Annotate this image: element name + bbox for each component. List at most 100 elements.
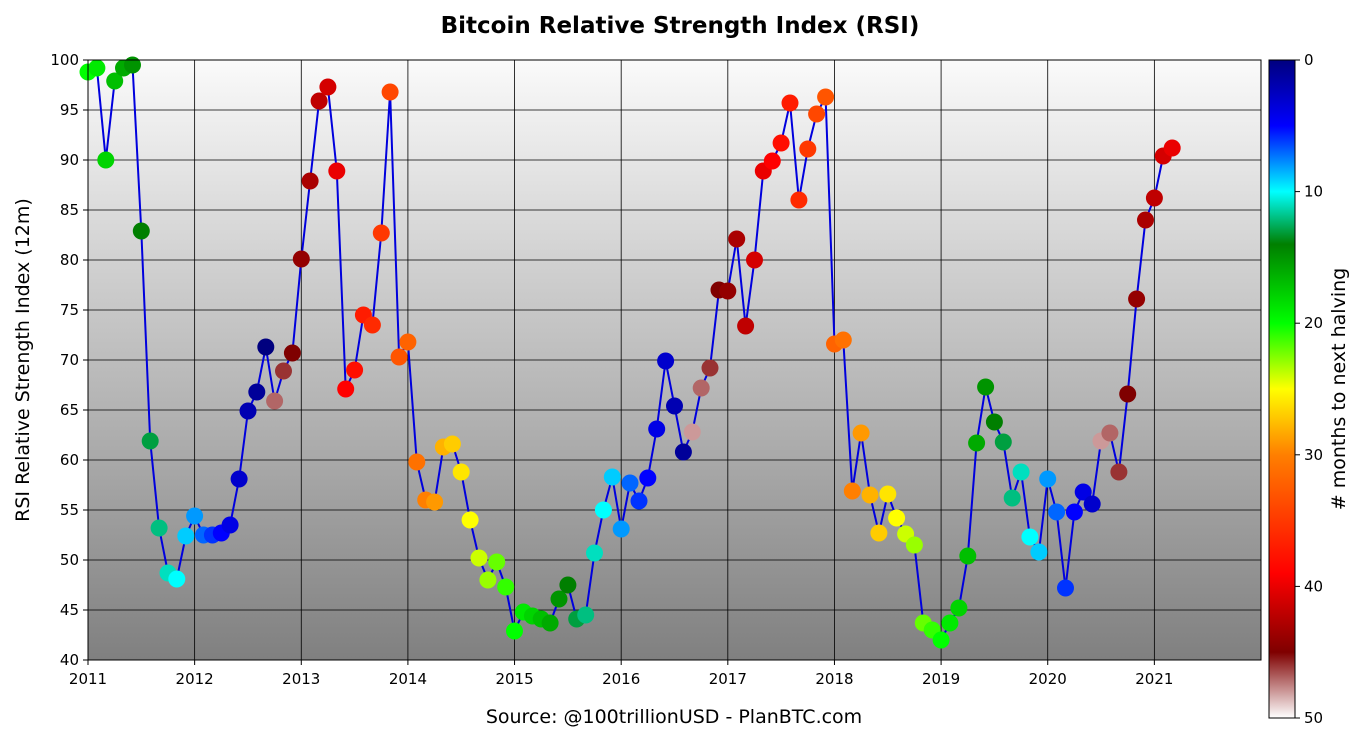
- data-point: [346, 361, 364, 379]
- data-point: [1065, 503, 1083, 521]
- x-tick-label: 2013: [282, 670, 320, 688]
- colorbar-tick-label: 0: [1304, 51, 1314, 69]
- data-point: [97, 151, 115, 169]
- y-tick-label: 55: [60, 501, 79, 519]
- data-point: [124, 56, 141, 74]
- data-point: [746, 251, 763, 269]
- data-point: [275, 362, 292, 380]
- data-point: [257, 338, 275, 356]
- data-point: [666, 397, 683, 415]
- y-tick-label: 100: [50, 51, 79, 69]
- data-point: [372, 224, 390, 242]
- data-point: [959, 547, 977, 565]
- data-point: [1083, 495, 1101, 513]
- y-tick-label: 70: [60, 351, 79, 369]
- data-point: [1101, 424, 1119, 442]
- data-point: [621, 474, 639, 492]
- x-tick-label: 2017: [709, 670, 747, 688]
- data-point: [470, 549, 488, 567]
- data-point: [328, 162, 346, 180]
- data-point: [612, 520, 630, 538]
- data-point: [88, 59, 106, 77]
- data-point: [586, 544, 603, 562]
- x-tick-label: 2014: [389, 670, 427, 688]
- grid-lines: [87, 59, 1261, 661]
- data-point: [1119, 385, 1137, 403]
- data-point: [1030, 543, 1048, 561]
- data-point: [728, 230, 746, 248]
- y-tick-label: 90: [60, 151, 79, 169]
- data-point: [390, 348, 408, 366]
- data-point: [808, 105, 826, 123]
- y-tick-label: 75: [60, 301, 79, 319]
- y-tick-label: 45: [60, 601, 79, 619]
- data-point: [443, 435, 461, 453]
- data-point: [799, 140, 817, 158]
- y-tick-label: 80: [60, 251, 79, 269]
- x-tick-label: 2015: [495, 670, 533, 688]
- data-point: [674, 443, 692, 461]
- data-point: [985, 413, 1003, 431]
- data-point: [639, 469, 657, 487]
- x-tick-label: 2019: [922, 670, 960, 688]
- x-tick-label: 2021: [1135, 670, 1173, 688]
- y-axis-ticks: 40 45 50 55 60 65 70 75 80 85 90 95 100: [50, 51, 88, 669]
- data-point: [879, 485, 897, 503]
- colorbar-tick-label: 30: [1304, 446, 1323, 464]
- data-point: [266, 392, 284, 410]
- data-point: [683, 423, 701, 441]
- colorbar-label: # months to next halving: [1328, 268, 1350, 510]
- data-point: [452, 463, 470, 481]
- x-axis-label: Source: @100trillionUSD - PlanBTC.com: [486, 706, 862, 728]
- data-point: [905, 536, 923, 554]
- y-tick-label: 50: [60, 551, 79, 569]
- data-point: [292, 250, 310, 268]
- data-point: [1128, 290, 1146, 308]
- data-point: [399, 333, 417, 351]
- data-point: [506, 622, 523, 640]
- colorbar: [1268, 59, 1296, 719]
- data-point: [1074, 483, 1092, 501]
- colorbar-tick-label: 50: [1304, 709, 1323, 727]
- data-point: [932, 631, 950, 649]
- data-point: [772, 134, 790, 152]
- y-tick-label: 60: [60, 451, 79, 469]
- data-point: [888, 509, 906, 527]
- data-point: [1003, 489, 1021, 507]
- data-point: [692, 379, 710, 397]
- data-point: [852, 424, 870, 442]
- x-tick-label: 2011: [69, 670, 107, 688]
- data-point: [834, 331, 852, 349]
- data-point: [719, 282, 737, 300]
- data-point: [763, 152, 781, 170]
- data-point: [1137, 211, 1154, 229]
- data-point: [1163, 139, 1181, 157]
- data-point: [870, 524, 888, 542]
- data-point: [861, 486, 879, 504]
- data-point: [817, 88, 835, 106]
- data-point: [701, 359, 719, 377]
- data-point: [177, 527, 195, 545]
- data-point: [559, 576, 577, 594]
- data-point: [1048, 503, 1066, 521]
- data-point: [230, 470, 248, 488]
- data-point: [790, 191, 808, 209]
- data-point: [1110, 463, 1128, 481]
- x-tick-label: 2012: [176, 670, 214, 688]
- data-point: [648, 420, 666, 438]
- data-point: [319, 78, 337, 96]
- data-point: [132, 222, 150, 240]
- data-point: [168, 570, 186, 588]
- data-point: [301, 172, 319, 190]
- data-point: [594, 501, 612, 519]
- data-point: [381, 83, 399, 101]
- data-points: [79, 56, 1181, 649]
- data-point: [426, 493, 444, 511]
- data-point: [994, 433, 1012, 451]
- data-point: [479, 571, 497, 589]
- data-point: [141, 432, 159, 450]
- data-point: [310, 92, 328, 110]
- x-tick-label: 2020: [1029, 670, 1067, 688]
- data-point: [221, 516, 239, 534]
